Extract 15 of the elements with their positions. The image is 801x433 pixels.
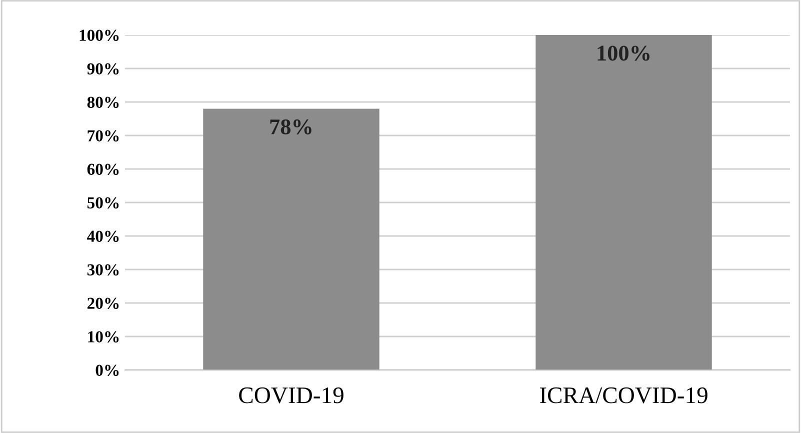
y-tick-label: 30%	[87, 264, 119, 276]
y-tick-label: 20%	[88, 298, 119, 309]
y-tick-label: 10%	[88, 331, 119, 342]
y-tick-label: 70%	[88, 130, 119, 142]
y-tick-label: 100%	[80, 30, 119, 41]
y-tick-label: 40%	[87, 230, 119, 242]
y-tick-label: 90%	[87, 63, 119, 74]
x-tick-label: ICRA/COVID-19	[540, 387, 708, 404]
y-tick-label: 60%	[87, 164, 119, 175]
data-label: 78%	[270, 119, 312, 134]
data-label: 100%	[598, 46, 650, 61]
x-tick-label: COVID-19	[239, 387, 344, 404]
y-tick-label: 0%	[96, 364, 119, 376]
y-tick-label: 50%	[87, 197, 119, 208]
y-tick-label: 80%	[87, 96, 119, 108]
